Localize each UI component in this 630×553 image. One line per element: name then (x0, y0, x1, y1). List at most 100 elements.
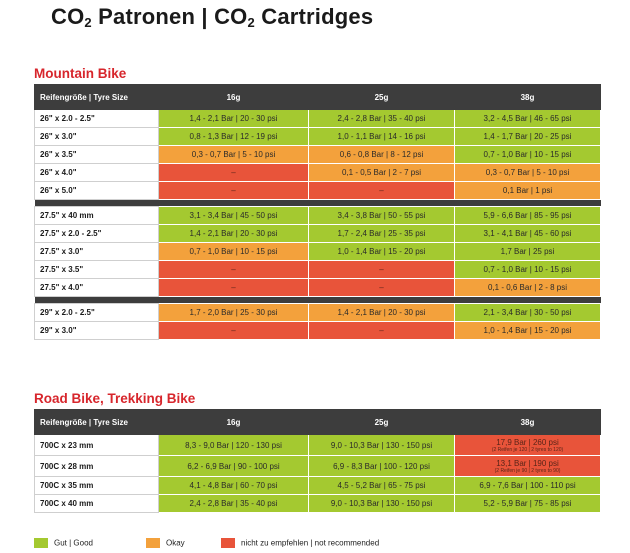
legend-swatch-bad (221, 538, 235, 548)
pressure-cell: 0,3 - 0,7 Bar | 5 - 10 psi (158, 145, 309, 164)
pressure-note: (2 Reifen je 120 | 2 tyres to 120) (491, 446, 564, 453)
pressure-cell: – (158, 181, 309, 200)
pressure-cell: – (158, 321, 309, 340)
pressure-cell: 0,1 - 0,5 Bar | 2 - 7 psi (308, 163, 455, 182)
pressure-cell: 0,6 - 0,8 Bar | 8 - 12 psi (308, 145, 455, 164)
tyre-size-cell: 26" x 2.0 - 2.5" (34, 109, 159, 128)
column-header-size: Reifengröße | Tyre Size (34, 409, 159, 435)
pressure-cell: 1,0 - 1,4 Bar | 15 - 20 psi (308, 242, 455, 261)
tyre-size-cell: 26" x 3.0" (34, 127, 159, 146)
pressure-cell: – (308, 278, 455, 297)
separator-bar (34, 199, 601, 207)
column-header-38g: 38g (454, 409, 601, 435)
tyre-size-cell: 700C x 23 mm (34, 434, 159, 456)
pressure-cell: 17,9 Bar | 260 psi (2 Reifen je 120 | 2 t… (454, 434, 601, 456)
pressure-cell: – (308, 181, 455, 200)
tyre-size-cell: 26" x 5.0" (34, 181, 159, 200)
tyre-size-cell: 27.5" x 40 mm (34, 206, 159, 225)
pressure-cell: 0,7 - 1,0 Bar | 10 - 15 psi (158, 242, 309, 261)
legend-swatch-okay (146, 538, 160, 548)
pressure-cell: 1,4 - 2,1 Bar | 20 - 30 psi (158, 109, 309, 128)
pressure-cell: 3,2 - 4,5 Bar | 46 - 65 psi (454, 109, 601, 128)
legend-swatch-good (34, 538, 48, 548)
table-row: 27.5" x 40 mm 3,1 - 3,4 Bar | 45 - 50 psi… (34, 206, 601, 225)
pressure-cell: 6,9 - 8,3 Bar | 100 - 120 psi (308, 455, 455, 477)
pressure-cell: 5,2 - 5,9 Bar | 75 - 85 psi (454, 494, 601, 513)
table-row: 27.5" x 3.0" 0,7 - 1,0 Bar | 10 - 15 psi 1… (34, 242, 601, 261)
pressure-cell: – (308, 260, 455, 279)
pressure-cell: 8,3 - 9,0 Bar | 120 - 130 psi (158, 434, 309, 456)
pressure-cell: 0,8 - 1,3 Bar | 12 - 19 psi (158, 127, 309, 146)
table-row: 700C x 23 mm 8,3 - 9,0 Bar | 120 - 130 ps… (34, 434, 601, 456)
table-header-row: Reifengröße | Tyre Size 16g 25g 38g (34, 84, 601, 110)
pressure-cell: 1,7 - 2,0 Bar | 25 - 30 psi (158, 303, 309, 322)
tyre-size-cell: 27.5" x 2.0 - 2.5" (34, 224, 159, 243)
pressure-cell: 0,7 - 1,0 Bar | 10 - 15 psi (454, 145, 601, 164)
pressure-cell: – (158, 163, 309, 182)
pressure-cell: 3,1 - 4,1 Bar | 45 - 60 psi (454, 224, 601, 243)
column-header-size: Reifengröße | Tyre Size (34, 84, 159, 110)
legend-bad: nicht zu empfehlen | not recommended (221, 538, 379, 548)
legend-okay: Okay (146, 538, 185, 548)
pressure-cell: 9,0 - 10,3 Bar | 130 - 150 psi (308, 494, 455, 513)
table-row: 26" x 4.0" –0,1 - 0,5 Bar | 2 - 7 psi 0,3 … (34, 163, 601, 182)
road-section-title: Road Bike, Trekking Bike (34, 391, 196, 406)
pressure-cell: 2,4 - 2,8 Bar | 35 - 40 psi (158, 494, 309, 513)
pressure-cell: 0,1 - 0,6 Bar | 2 - 8 psi (454, 278, 601, 297)
pressure-cell: 1,4 - 2,1 Bar | 20 - 30 psi (308, 303, 455, 322)
pressure-cell: 3,1 - 3,4 Bar | 45 - 50 psi (158, 206, 309, 225)
pressure-cell: 6,9 - 7,6 Bar | 100 - 110 psi (454, 476, 601, 495)
table-row: 26" x 3.5" 0,3 - 0,7 Bar | 5 - 10 psi 0,6 … (34, 145, 601, 164)
pressure-cell: – (158, 278, 309, 297)
pressure-cell: 1,0 - 1,4 Bar | 15 - 20 psi (454, 321, 601, 340)
pressure-cell: 1,4 - 2,1 Bar | 20 - 30 psi (158, 224, 309, 243)
pressure-cell: 9,0 - 10,3 Bar | 130 - 150 psi (308, 434, 455, 456)
table-row: 26" x 2.0 - 2.5" 1,4 - 2,1 Bar | 20 - 30 … (34, 109, 601, 128)
pressure-cell: 0,7 - 1,0 Bar | 10 - 15 psi (454, 260, 601, 279)
pressure-cell: 4,5 - 5,2 Bar | 65 - 75 psi (308, 476, 455, 495)
table-row: 26" x 3.0" 0,8 - 1,3 Bar | 12 - 19 psi 1,0… (34, 127, 601, 146)
pressure-cell: 1,7 Bar | 25 psi (454, 242, 601, 261)
table-row: 27.5" x 2.0 - 2.5" 1,4 - 2,1 Bar | 20 - 3… (34, 224, 601, 243)
mtb-pressure-table: Reifengröße | Tyre Size 16g 25g 38g 26" x 2… (34, 84, 601, 340)
tyre-size-cell: 26" x 4.0" (34, 163, 159, 182)
tyre-size-cell: 700C x 35 mm (34, 476, 159, 495)
table-row: 29" x 2.0 - 2.5" 1,7 - 2,0 Bar | 25 - 30 … (34, 303, 601, 322)
table-separator (34, 296, 601, 304)
tyre-size-cell: 26" x 3.5" (34, 145, 159, 164)
road-pressure-table: Reifengröße | Tyre Size 16g 25g 38g 700C x … (34, 409, 601, 513)
pressure-cell: 2,4 - 2,8 Bar | 35 - 40 psi (308, 109, 455, 128)
pressure-cell: 0,1 Bar | 1 psi (454, 181, 601, 200)
column-header-38g: 38g (454, 84, 601, 110)
column-header-25g: 25g (308, 84, 455, 110)
column-header-16g: 16g (158, 409, 309, 435)
tyre-size-cell: 27.5" x 3.5" (34, 260, 159, 279)
pressure-cell: 4,1 - 4,8 Bar | 60 - 70 psi (158, 476, 309, 495)
pressure-cell: – (308, 321, 455, 340)
table-row: 26" x 5.0" – –0,1 Bar | 1 psi (34, 181, 601, 200)
pressure-cell: 1,7 - 2,4 Bar | 25 - 35 psi (308, 224, 455, 243)
pressure-cell: 2,1 - 3,4 Bar | 30 - 50 psi (454, 303, 601, 322)
pressure-cell: 6,2 - 6,9 Bar | 90 - 100 psi (158, 455, 309, 477)
tyre-size-cell: 700C x 40 mm (34, 494, 159, 513)
page-title: CO2 Patronen | CO2 Cartridges (51, 4, 374, 30)
tyre-size-cell: 29" x 3.0" (34, 321, 159, 340)
column-header-16g: 16g (158, 84, 309, 110)
tyre-size-cell: 27.5" x 3.0" (34, 242, 159, 261)
pressure-cell: 1,4 - 1,7 Bar | 20 - 25 psi (454, 127, 601, 146)
pressure-cell: 5,9 - 6,6 Bar | 85 - 95 psi (454, 206, 601, 225)
pressure-cell: 13,1 Bar | 190 psi (2 Reifen je 90 | 2 ty… (454, 455, 601, 477)
pressure-cell: 0,3 - 0,7 Bar | 5 - 10 psi (454, 163, 601, 182)
table-row: 29" x 3.0" – –1,0 - 1,4 Bar | 15 - 20 psi (34, 321, 601, 340)
table-separator (34, 199, 601, 207)
table-header-row: Reifengröße | Tyre Size 16g 25g 38g (34, 409, 601, 435)
tyre-size-cell: 29" x 2.0 - 2.5" (34, 303, 159, 322)
tyre-size-cell: 27.5" x 4.0" (34, 278, 159, 297)
pressure-cell: 1,0 - 1,1 Bar | 14 - 16 psi (308, 127, 455, 146)
table-row: 700C x 28 mm 6,2 - 6,9 Bar | 90 - 100 psi… (34, 455, 601, 477)
pressure-value: 17,9 Bar | 260 psi (496, 437, 559, 447)
mtb-section-title: Mountain Bike (34, 66, 127, 81)
table-row: 700C x 40 mm 2,4 - 2,8 Bar | 35 - 40 psi 9… (34, 494, 601, 513)
table-row: 27.5" x 3.5" – –0,7 - 1,0 Bar | 10 - 15 ps… (34, 260, 601, 279)
column-header-25g: 25g (308, 409, 455, 435)
